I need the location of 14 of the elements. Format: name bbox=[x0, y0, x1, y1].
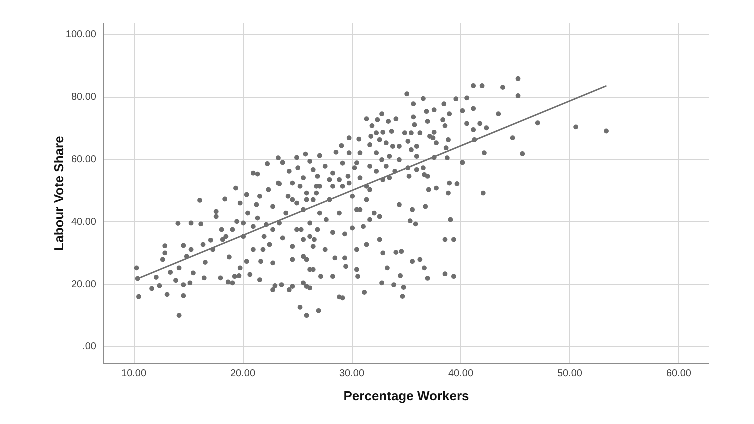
y-tick-label: .00 bbox=[82, 342, 97, 353]
y-axis-title: Labour Vote Share bbox=[52, 136, 66, 251]
x-tick-label: 60.00 bbox=[666, 368, 692, 380]
x-tick-label: 50.00 bbox=[557, 368, 583, 380]
x-tick-label: 10.00 bbox=[122, 368, 147, 380]
y-tick-label: 60.00 bbox=[71, 154, 97, 166]
y-tick-label: 20.00 bbox=[71, 279, 97, 290]
x-tick-label: 40.00 bbox=[448, 368, 474, 380]
x-tick-label: 30.00 bbox=[339, 368, 365, 380]
y-tick-label: 80.00 bbox=[71, 92, 97, 104]
x-tick-label: 20.00 bbox=[230, 368, 256, 380]
y-tick-label: 100.00 bbox=[66, 30, 97, 41]
x-axis-title: Percentage Workers bbox=[344, 388, 470, 404]
y-tick-label: 40.00 bbox=[71, 216, 97, 228]
